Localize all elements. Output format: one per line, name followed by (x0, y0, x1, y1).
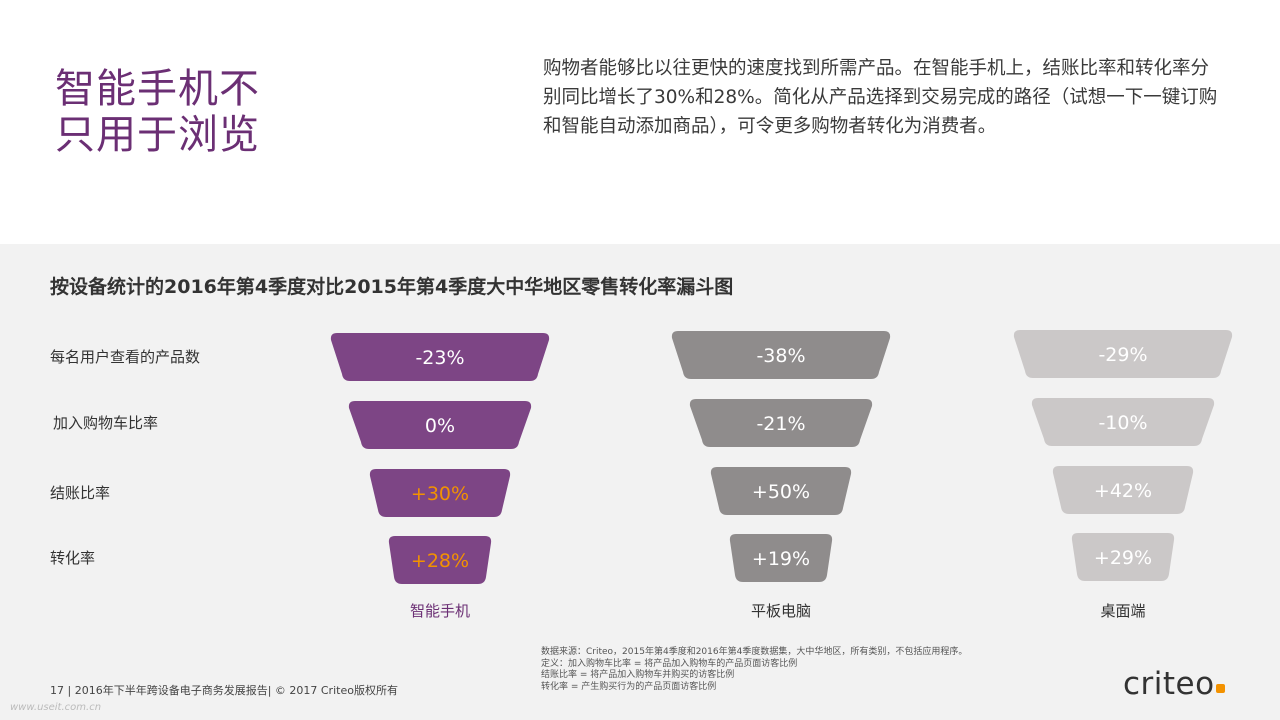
funnel-value-tablet-4: +19% (752, 548, 810, 570)
funnel-value-tablet-3: +50% (752, 481, 810, 503)
funnel-bar-desktop-1 (1013, 330, 1233, 378)
page-footer: 17 | 2016年下半年跨设备电子商务发展报告| © 2017 Criteo版… (50, 684, 398, 697)
note-add-to-cart-definition: 定义：加入购物车比率 = 将产品加入购物车的产品页面访客比例 (541, 658, 798, 669)
funnel-bar-smartphone-3 (369, 469, 511, 517)
funnel-value-desktop-1: -29% (1098, 344, 1147, 366)
title-line-2: 只用于浏览 (55, 112, 260, 158)
funnel-value-smartphone-1: -23% (415, 347, 464, 369)
funnel-value-smartphone-3: +30% (411, 483, 469, 505)
funnel-bar-desktop-2 (1031, 398, 1215, 446)
funnel-bar-tablet-3 (710, 467, 852, 515)
device-label-smartphone: 智能手机 (410, 602, 470, 620)
title-line-1: 智能手机不 (55, 66, 260, 112)
watermark: www.useit.com.cn (10, 702, 102, 713)
stage-label-checkout: 结账比率 (50, 484, 111, 502)
funnel-bar-tablet-2 (689, 399, 873, 447)
chart-title: 按设备统计的2016年第4季度对比2015年第4季度大中华地区零售转化率漏斗图 (50, 276, 734, 298)
funnel-value-desktop-3: +42% (1094, 480, 1152, 502)
funnel-value-desktop-2: -10% (1098, 412, 1147, 434)
logo-text: criteo (1123, 666, 1215, 702)
funnel-value-smartphone-4: +28% (411, 550, 469, 572)
funnel-bar-smartphone-1 (330, 333, 550, 381)
source-notes: 数据来源：Criteo，2015年第4季度和2016年第4季度数据集，大中华地区… (541, 647, 967, 693)
funnel-bar-smartphone-2 (348, 401, 532, 449)
header-section: 智能手机不 只用于浏览 购物者能够比以往更快的速度找到所需产品。在智能手机上，结… (0, 0, 1280, 244)
device-label-tablet: 平板电脑 (751, 602, 811, 620)
funnel-bar-desktop-3 (1052, 466, 1194, 514)
note-source: 数据来源：Criteo，2015年第4季度和2016年第4季度数据集，大中华地区… (541, 647, 968, 657)
criteo-logo: criteo (1123, 666, 1225, 702)
funnel-value-smartphone-2: 0% (425, 415, 455, 437)
funnel-bar-desktop-4 (1071, 533, 1175, 581)
note-conversion-definition: 转化率 = 产生购买行为的产品页面访客比例 (541, 681, 717, 692)
funnel-value-tablet-2: -21% (756, 413, 805, 435)
page-title: 智能手机不 只用于浏览 (55, 66, 285, 158)
description-text: 购物者能够比以往更快的速度找到所需产品。在智能手机上，结账比率和转化率分别同比增… (543, 58, 1218, 137)
funnel-value-desktop-4: +29% (1094, 547, 1152, 569)
stage-label-add-to-cart: 加入购物车比率 (53, 414, 159, 432)
note-checkout-definition: 结账比率 = 将产品加入购物车并购买的访客比例 (541, 670, 735, 680)
device-label-desktop: 桌面端 (1100, 602, 1145, 620)
stage-label-products-viewed: 每名用户查看的产品数 (50, 348, 201, 366)
logo-dot-icon (1215, 684, 1225, 693)
funnel-value-tablet-1: -38% (756, 345, 805, 367)
funnel-bar-tablet-4 (729, 534, 833, 582)
funnel-bar-tablet-1 (671, 331, 891, 379)
stage-label-conversion: 转化率 (50, 549, 96, 567)
funnel-bar-smartphone-4 (388, 536, 492, 584)
